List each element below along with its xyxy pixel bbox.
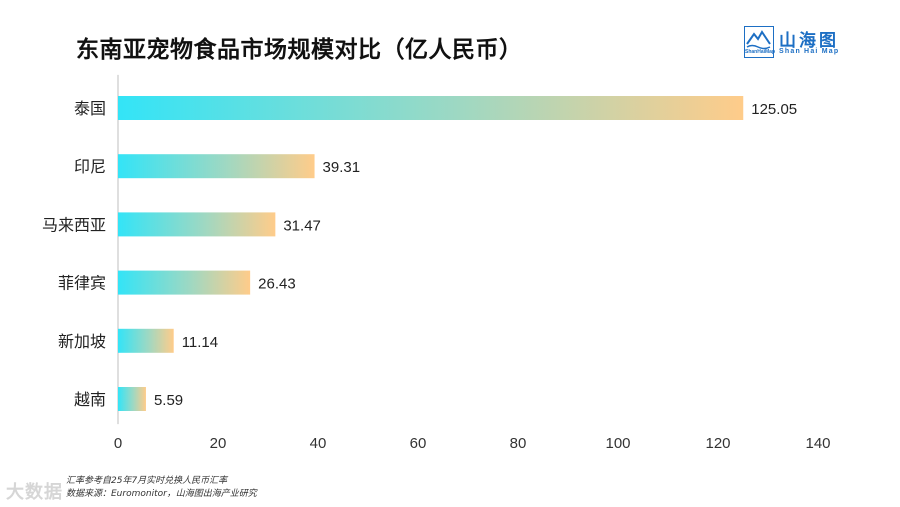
footnote-source: 数据来源：Euromonitor，山海图出海产业研究 bbox=[66, 489, 257, 499]
shanhaimap-logo: ShanHaiMap 山海图 Shan Hai Map bbox=[744, 26, 844, 62]
bar bbox=[118, 212, 276, 237]
bar bbox=[118, 387, 146, 411]
footnote-exchange-rate: 汇率参考自25年7月实时兑换人民币汇率 bbox=[66, 476, 228, 486]
value-label: 31.47 bbox=[283, 217, 321, 234]
category-label: 菲律宾 bbox=[58, 274, 106, 293]
bar bbox=[118, 154, 315, 179]
category-label: 马来西亚 bbox=[42, 215, 106, 234]
bar bbox=[118, 270, 251, 295]
category-label: 泰国 bbox=[74, 99, 106, 118]
bar bbox=[118, 96, 744, 120]
value-label: 5.59 bbox=[154, 392, 183, 409]
x-tick-label: 20 bbox=[210, 435, 227, 452]
x-tick-label: 80 bbox=[510, 435, 527, 452]
logo-mark-text: ShanHaiMap bbox=[745, 49, 776, 55]
category-label: 越南 bbox=[74, 390, 106, 409]
x-tick-label: 60 bbox=[410, 435, 427, 452]
chart-title: 东南亚宠物食品市场规模对比（亿人民币） bbox=[76, 37, 523, 63]
value-label: 26.43 bbox=[258, 276, 296, 293]
bar bbox=[118, 328, 174, 353]
category-label: 印尼 bbox=[74, 157, 106, 176]
x-tick-label: 0 bbox=[114, 435, 122, 452]
value-label: 39.31 bbox=[323, 159, 361, 176]
x-tick-label: 120 bbox=[705, 435, 730, 452]
x-tick-label: 40 bbox=[310, 435, 327, 452]
logo-name-cn: 山海图 bbox=[779, 31, 839, 51]
x-tick-label: 100 bbox=[605, 435, 630, 452]
category-label: 新加坡 bbox=[58, 332, 106, 351]
value-label: 11.14 bbox=[182, 334, 218, 351]
value-label: 125.05 bbox=[751, 101, 797, 118]
logo-name-en: Shan Hai Map bbox=[779, 48, 840, 55]
watermark: 大数据 bbox=[6, 482, 63, 503]
mountain-wave-icon: ShanHaiMap bbox=[744, 26, 776, 58]
x-tick-label: 140 bbox=[805, 435, 830, 452]
